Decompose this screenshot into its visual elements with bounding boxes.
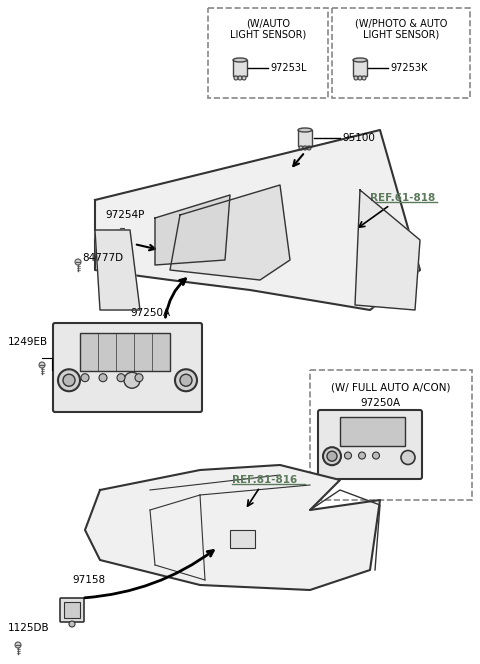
- Circle shape: [372, 452, 380, 459]
- Bar: [340, 417, 405, 446]
- Circle shape: [345, 452, 351, 459]
- Bar: [80, 333, 170, 371]
- Bar: [208, 8, 328, 98]
- Circle shape: [359, 452, 365, 459]
- Circle shape: [81, 374, 89, 382]
- Bar: [353, 60, 367, 76]
- Text: (W/PHOTO & AUTO
LIGHT SENSOR): (W/PHOTO & AUTO LIGHT SENSOR): [355, 18, 447, 40]
- Circle shape: [63, 374, 75, 386]
- Text: 97158: 97158: [72, 575, 105, 585]
- FancyBboxPatch shape: [318, 410, 422, 479]
- Ellipse shape: [303, 146, 307, 150]
- Text: (W/ FULL AUTO A/CON): (W/ FULL AUTO A/CON): [331, 382, 451, 392]
- Circle shape: [135, 374, 143, 382]
- Bar: [233, 60, 247, 76]
- FancyBboxPatch shape: [60, 598, 84, 622]
- Ellipse shape: [233, 58, 247, 62]
- Circle shape: [327, 452, 337, 461]
- Bar: [332, 8, 470, 98]
- Ellipse shape: [238, 76, 242, 80]
- Ellipse shape: [358, 76, 362, 80]
- Circle shape: [117, 374, 125, 382]
- Circle shape: [175, 369, 197, 391]
- Text: 84777D: 84777D: [82, 253, 123, 263]
- Bar: [298, 130, 312, 146]
- Ellipse shape: [362, 76, 366, 80]
- Polygon shape: [95, 230, 140, 310]
- Text: 95100: 95100: [342, 133, 375, 143]
- Text: (W/AUTO
LIGHT SENSOR): (W/AUTO LIGHT SENSOR): [230, 18, 306, 40]
- Ellipse shape: [234, 76, 238, 80]
- Circle shape: [15, 642, 21, 648]
- Circle shape: [39, 362, 45, 368]
- Bar: [230, 530, 255, 548]
- Bar: [310, 370, 472, 500]
- Circle shape: [58, 369, 80, 391]
- Text: 1249EB: 1249EB: [8, 337, 48, 347]
- Ellipse shape: [298, 128, 312, 132]
- Polygon shape: [170, 185, 290, 280]
- Circle shape: [118, 234, 126, 242]
- Text: REF.81-816: REF.81-816: [232, 475, 297, 485]
- Polygon shape: [355, 190, 420, 310]
- Bar: [64, 602, 80, 618]
- Circle shape: [124, 373, 140, 388]
- Text: 97250A: 97250A: [360, 398, 400, 408]
- Circle shape: [323, 447, 341, 465]
- FancyBboxPatch shape: [53, 323, 202, 412]
- Ellipse shape: [353, 58, 367, 62]
- Text: 97254P: 97254P: [105, 210, 144, 220]
- Circle shape: [75, 259, 81, 265]
- Circle shape: [180, 374, 192, 386]
- Ellipse shape: [242, 76, 246, 80]
- Polygon shape: [155, 195, 230, 265]
- Text: 97253L: 97253L: [270, 63, 307, 73]
- Circle shape: [99, 374, 107, 382]
- Text: REF.61-818: REF.61-818: [370, 193, 435, 203]
- Circle shape: [69, 621, 75, 627]
- Bar: [120, 228, 124, 232]
- Ellipse shape: [354, 76, 358, 80]
- Ellipse shape: [299, 146, 303, 150]
- Circle shape: [114, 230, 131, 246]
- Text: 1125DB: 1125DB: [8, 623, 49, 633]
- Polygon shape: [85, 465, 380, 590]
- Polygon shape: [95, 130, 420, 310]
- Text: 97253K: 97253K: [390, 63, 427, 73]
- Circle shape: [401, 450, 415, 465]
- Text: 97250A: 97250A: [130, 308, 170, 318]
- Ellipse shape: [307, 146, 311, 150]
